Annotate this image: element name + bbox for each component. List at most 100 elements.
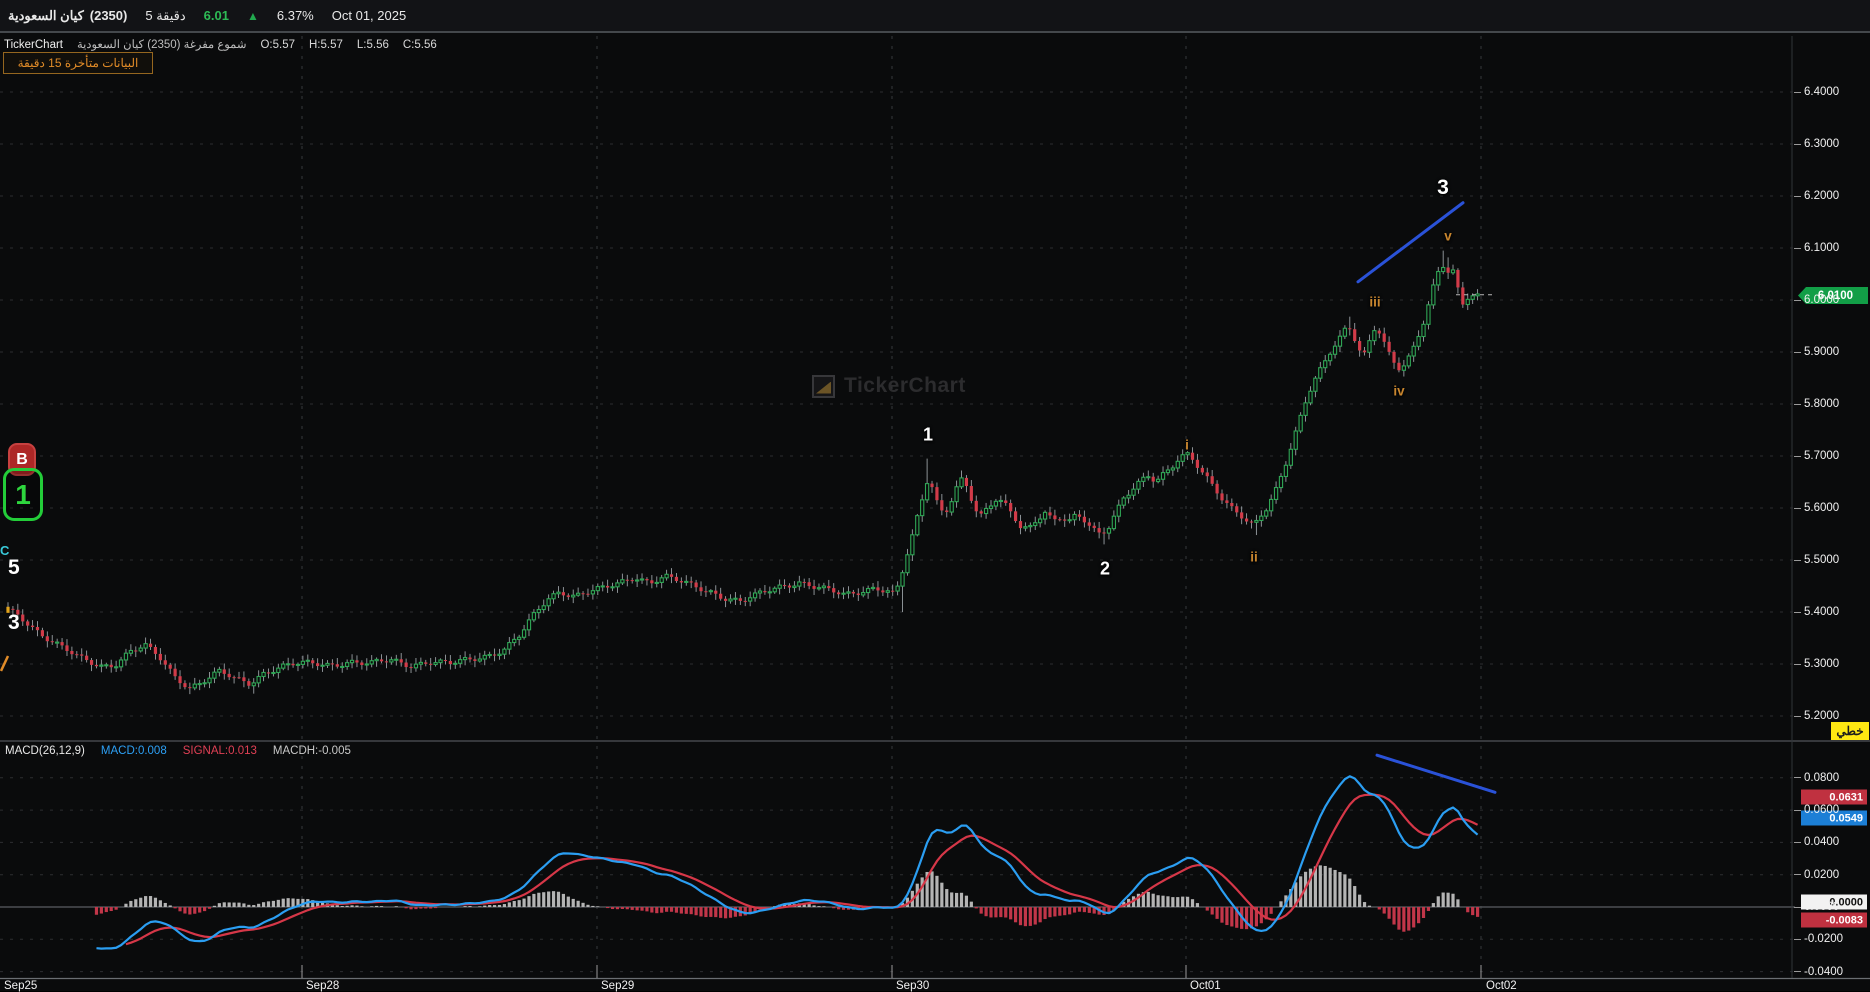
scale-mode-toggle[interactable]: خطي [1831, 722, 1869, 740]
wave-5-label[interactable]: 5 [8, 556, 20, 579]
macd-axis-label: -0.0200 [1794, 933, 1843, 945]
axis-tick-mark [1794, 777, 1801, 779]
chart-header: TickerChart شموع مفرغة (2350) كيان السعو… [4, 37, 437, 51]
grid-lines [0, 36, 1870, 980]
tickerchart-logo-icon [812, 374, 835, 398]
macd-title: MACD(26,12,9) [5, 745, 85, 757]
axis-tick-mark [1794, 906, 1801, 908]
axis-tick-mark [1794, 91, 1801, 93]
histogram-value-badge: -0.0083 [1801, 912, 1867, 928]
macd-axis-label: 0.0800 [1794, 772, 1839, 784]
price-axis-label: 6.2000 [1794, 190, 1839, 202]
price-axis-label: 5.4000 [1794, 606, 1839, 618]
up-arrow-icon: ▲ [246, 8, 259, 23]
current-price-badge: 6.0100 [1798, 287, 1868, 304]
entry-marker-box[interactable]: 1 [3, 468, 43, 521]
axis-tick-mark [1794, 143, 1801, 145]
price-axis-label: 5.3000 [1794, 658, 1839, 670]
wave-label-iii[interactable]: iii [1369, 294, 1381, 310]
zero-value-badge: 0.0000 [1801, 894, 1867, 910]
ohlc-low: L:5.56 [356, 39, 389, 51]
macd-lines-group [96, 775, 1479, 950]
wave-label-3[interactable]: 3 [1437, 176, 1449, 199]
wave-label-1[interactable]: 1 [922, 424, 934, 445]
series-label: شموع مفرغة (2350) كيان السعودية [77, 39, 247, 51]
timeframe-label: 5 دقيقة [145, 7, 186, 23]
highlighted-candle [6, 606, 10, 613]
price-axis-label: 5.6000 [1794, 502, 1839, 514]
date-label: Oct 01, 2025 [331, 8, 407, 23]
macd-value-label: MACD:0.008 [100, 745, 167, 757]
x-axis-label-sep25: Sep25 [4, 980, 38, 992]
axis-tick-mark [1794, 715, 1801, 717]
axis-tick-mark [1794, 507, 1801, 509]
macd-panel-header: MACD(26,12,9) MACD:0.008 SIGNAL:0.013 MA… [5, 745, 351, 757]
axis-tick-mark [1794, 611, 1801, 613]
ohlc-close: C:5.56 [402, 39, 437, 51]
wave-label-v[interactable]: v [1444, 228, 1452, 244]
axis-tick-mark [1794, 663, 1801, 665]
x-axis-label-oct01: Oct01 [1190, 980, 1221, 992]
signal-line [125, 793, 1479, 946]
ticker-title: كيان السعودية [8, 7, 84, 23]
signal-value-label: SIGNAL:0.013 [182, 745, 257, 757]
axis-tick-mark [1794, 971, 1801, 973]
macd-trendline[interactable] [1375, 753, 1497, 794]
axis-tick-mark [1794, 559, 1801, 561]
axis-tick-mark [1794, 299, 1801, 301]
price-axis-label: 6.3000 [1794, 138, 1839, 150]
macd-axis-label: 0.0200 [1794, 869, 1839, 881]
x-axis-label-oct02: Oct02 [1486, 980, 1517, 992]
brand-label: TickerChart [4, 39, 63, 51]
change-percent: 6.37% [276, 8, 314, 23]
signal-value-badge: 0.0631 [1801, 789, 1867, 805]
x-axis-label-sep28: Sep28 [306, 980, 340, 992]
price-axis-label: 6.1000 [1794, 242, 1839, 254]
wave-label-i[interactable]: i [1185, 437, 1189, 453]
axis-tick-mark [1794, 247, 1801, 249]
watermark-text: TickerChart [844, 374, 966, 397]
watermark: TickerChart [812, 374, 966, 398]
macdh-value-label: MACDH:-0.005 [272, 745, 351, 757]
macd-value-badge: 0.0549 [1801, 810, 1867, 826]
candles-group [6, 250, 1480, 695]
macd-axis-label: -0.0400 [1794, 966, 1843, 978]
price-axis-label: 5.5000 [1794, 554, 1839, 566]
axis-tick-mark [1794, 809, 1801, 811]
wave-label-2[interactable]: 2 [1099, 558, 1111, 579]
wave-c-label: C [0, 543, 10, 558]
axis-tick-mark [1794, 874, 1801, 876]
macd-axis-label: 0.0600 [1794, 804, 1839, 816]
last-price: 6.01 [203, 8, 229, 23]
axis-tick-mark [1794, 403, 1801, 405]
axis-tick-mark [1794, 841, 1801, 843]
x-axis-label-sep30: Sep30 [896, 980, 930, 992]
delay-notice-badge: البيانات متأخرة 15 دقيقة [3, 52, 153, 74]
top-bar: كيان السعودية (2350) 5 دقيقة 6.01 ▲ 6.37… [0, 0, 1870, 33]
wave-label-ii[interactable]: ii [1250, 549, 1258, 565]
orange-wave-fragment [0, 655, 10, 672]
axis-tick-mark [1794, 195, 1801, 197]
wave-3-left-label[interactable]: 3 [8, 611, 20, 634]
price-axis-label: 5.2000 [1794, 710, 1839, 722]
macd-histogram-group [94, 865, 1480, 932]
price-axis-label: 6.4000 [1794, 86, 1839, 98]
axis-tick-mark [1794, 351, 1801, 353]
wave-label-iv[interactable]: iv [1393, 383, 1405, 399]
macd-axis-label: 0.0000 [1794, 901, 1839, 913]
axis-tick-mark [1794, 455, 1801, 457]
x-axis-label-sep29: Sep29 [601, 980, 635, 992]
macd-line [96, 775, 1479, 950]
ohlc-high: H:5.57 [309, 39, 343, 51]
price-axis-label: 5.7000 [1794, 450, 1839, 462]
ohlc-open: O:5.57 [260, 39, 295, 51]
ticker-symbol: (2350) [89, 8, 128, 23]
price-axis-label: 5.9000 [1794, 346, 1839, 358]
delay-notice-text: البيانات متأخرة 15 دقيقة [17, 56, 139, 70]
price-trendline[interactable] [1356, 201, 1465, 284]
axis-tick-mark [1794, 938, 1801, 940]
price-axis-label: 6.0000 [1794, 294, 1839, 306]
price-axis-label: 5.8000 [1794, 398, 1839, 410]
